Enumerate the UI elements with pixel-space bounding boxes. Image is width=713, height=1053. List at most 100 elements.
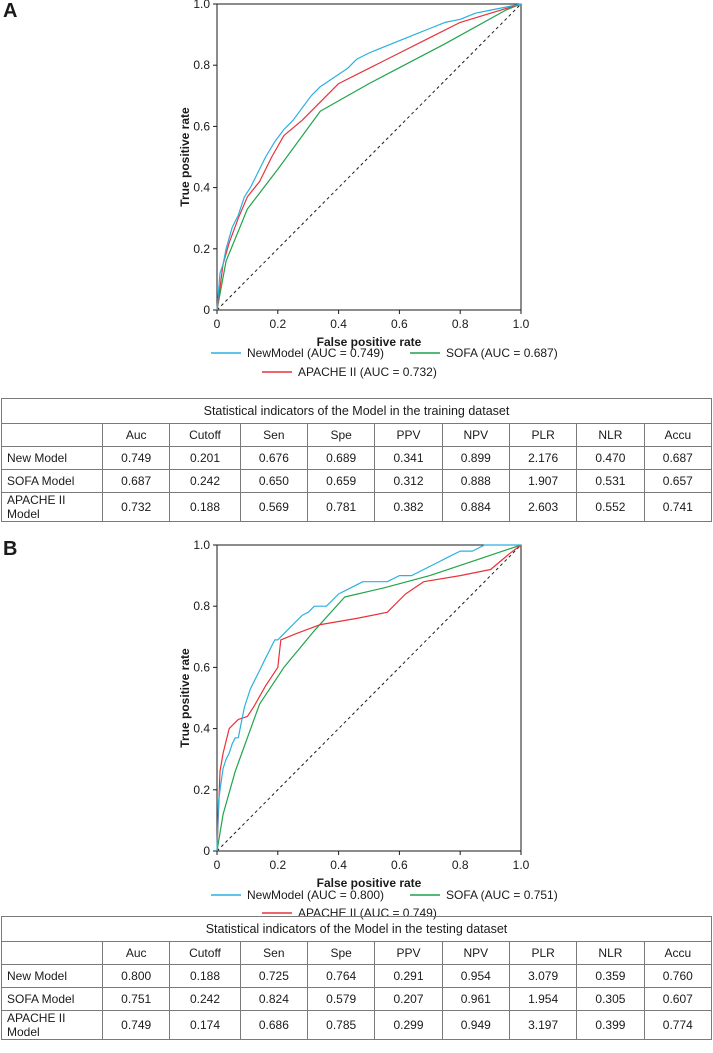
- plot-frame: [216, 3, 522, 311]
- plot-frame: [216, 544, 522, 852]
- column-header: Sen: [239, 941, 309, 965]
- x-tick-label: 0.4: [330, 858, 347, 872]
- table-cell: 0.531: [576, 469, 645, 493]
- table-cell: 0.676: [239, 446, 309, 470]
- y-tick-label: 0: [203, 844, 210, 858]
- roc-chart-b: 0 0.2 0.4 0.6 0.8 1.0 0 0.2 0.4 0.6 0.8 1.0 False po…: [178, 538, 558, 920]
- table-cell: 0.884: [441, 492, 510, 522]
- roc-curve-1: [216, 544, 522, 852]
- table-cell: 0.785: [307, 1010, 376, 1040]
- table-cell: 0.207: [374, 987, 443, 1011]
- table-cell: 0.579: [307, 987, 376, 1011]
- table-cell: 0.201: [169, 446, 241, 470]
- x-tick-label: 0.8: [452, 317, 469, 331]
- y-tick-label: 1.0: [193, 538, 210, 552]
- table-caption: Statistical indicators of the Model in t…: [1, 398, 712, 424]
- table-cell: 0.341: [374, 446, 443, 470]
- table-row: New Model 0.800 0.188 0.725 0.764 0.291 0.954 3…: [1, 964, 713, 988]
- table-cell: 0.399: [576, 1010, 645, 1040]
- column-header: NPV: [441, 941, 510, 965]
- table-cell: 0.686: [239, 1010, 309, 1040]
- table-cell: 0.359: [576, 964, 645, 988]
- table-cell: 2.603: [508, 492, 578, 522]
- y-tick-label: 0: [203, 303, 210, 317]
- legend-label: SOFA (AUC = 0.687): [446, 346, 558, 360]
- table-cell: 0.650: [239, 469, 309, 493]
- table-cell: 0.242: [169, 469, 241, 493]
- table-cell: 0.657: [643, 469, 713, 493]
- table-caption: Statistical indicators of the Model in t…: [1, 916, 712, 942]
- roc-curve-0: [216, 3, 522, 311]
- roc-curve-1: [216, 3, 522, 311]
- column-header: PLR: [508, 423, 578, 447]
- table-cell: 0.899: [441, 446, 510, 470]
- table-cell: 0.312: [374, 469, 443, 493]
- row-label: APACHE II Model: [1, 492, 103, 522]
- table-cell: 0.749: [101, 446, 171, 470]
- y-tick-label: 0.6: [193, 660, 210, 674]
- table-cell: 1.907: [508, 469, 578, 493]
- y-tick-label: 0.6: [193, 119, 210, 133]
- header-blank-cell: [1, 941, 103, 965]
- table-cell: 0.305: [576, 987, 645, 1011]
- column-header: Cutoff: [169, 941, 241, 965]
- y-tick-label: 0.4: [193, 181, 210, 195]
- column-header: PPV: [374, 941, 443, 965]
- x-tick-label: 0.2: [269, 858, 286, 872]
- table-cell: 0.188: [169, 492, 241, 522]
- table-cell: 0.961: [441, 987, 510, 1011]
- column-header: Spe: [307, 423, 376, 447]
- row-label: New Model: [1, 964, 103, 988]
- column-header: Auc: [101, 423, 171, 447]
- table-cell: 0.725: [239, 964, 309, 988]
- roc-curve-2: [216, 3, 522, 311]
- table-cell: 2.176: [508, 446, 578, 470]
- table-cell: 0.760: [643, 964, 713, 988]
- x-tick-label: 0.4: [330, 317, 347, 331]
- y-tick-label: 0.8: [193, 599, 210, 613]
- table-cell: 0.824: [239, 987, 309, 1011]
- table-cell: 0.888: [441, 469, 510, 493]
- table-cell: 1.954: [508, 987, 578, 1011]
- panel-a: A 0 0.2 0.4 0.6 0.8 1.0 0 0.2 0.4 0.6 0.8 1.0 False …: [0, 0, 713, 522]
- row-label: New Model: [1, 446, 103, 470]
- table-row: APACHE II Model 0.749 0.174 0.686 0.785 0.299…: [1, 1010, 713, 1040]
- table-cell: 0.764: [307, 964, 376, 988]
- column-header: Cutoff: [169, 423, 241, 447]
- column-header: PPV: [374, 423, 443, 447]
- column-header: Accu: [643, 423, 713, 447]
- x-tick-label: 0.6: [391, 317, 408, 331]
- table-cell: 0.689: [307, 446, 376, 470]
- column-header: NLR: [576, 423, 645, 447]
- table-cell: 0.741: [643, 492, 713, 522]
- column-header: PLR: [508, 941, 578, 965]
- table-row: SOFA Model 0.687 0.242 0.650 0.659 0.312 0.888…: [1, 469, 713, 493]
- roc-curve-2: [216, 544, 522, 852]
- table-cell: 0.242: [169, 987, 241, 1011]
- table-cell: 0.774: [643, 1010, 713, 1040]
- table-cell: 0.751: [101, 987, 171, 1011]
- table-cell: 0.291: [374, 964, 443, 988]
- table-cell: 0.687: [101, 469, 171, 493]
- column-header: NPV: [441, 423, 510, 447]
- x-tick-label: 0.6: [391, 858, 408, 872]
- legend-label: SOFA (AUC = 0.751): [446, 888, 558, 902]
- x-axis-title: False positive rate: [317, 876, 422, 890]
- table-row: SOFA Model 0.751 0.242 0.824 0.579 0.207 0.961…: [1, 987, 713, 1011]
- x-tick-label: 1.0: [513, 317, 530, 331]
- roc-curve-0: [216, 544, 521, 852]
- table-cell: 0.800: [101, 964, 171, 988]
- legend-label: NewModel (AUC = 0.749): [247, 346, 384, 360]
- row-label: APACHE II Model: [1, 1010, 103, 1040]
- panel-b: B 0 0.2 0.4 0.6 0.8 1.0 0 0.2 0.4 0.6 0.8 1.0 False …: [0, 538, 713, 1053]
- table-cell: 0.687: [643, 446, 713, 470]
- table-cell: 0.299: [374, 1010, 443, 1040]
- y-axis-title: True positive rate: [178, 648, 192, 748]
- row-label: SOFA Model: [1, 469, 103, 493]
- y-tick-label: 0.8: [193, 58, 210, 72]
- column-header: Sen: [239, 423, 309, 447]
- y-tick-label: 0.2: [193, 783, 210, 797]
- x-tick-label: 0: [214, 858, 221, 872]
- x-tick-label: 0.8: [452, 858, 469, 872]
- table-cell: 0.174: [169, 1010, 241, 1040]
